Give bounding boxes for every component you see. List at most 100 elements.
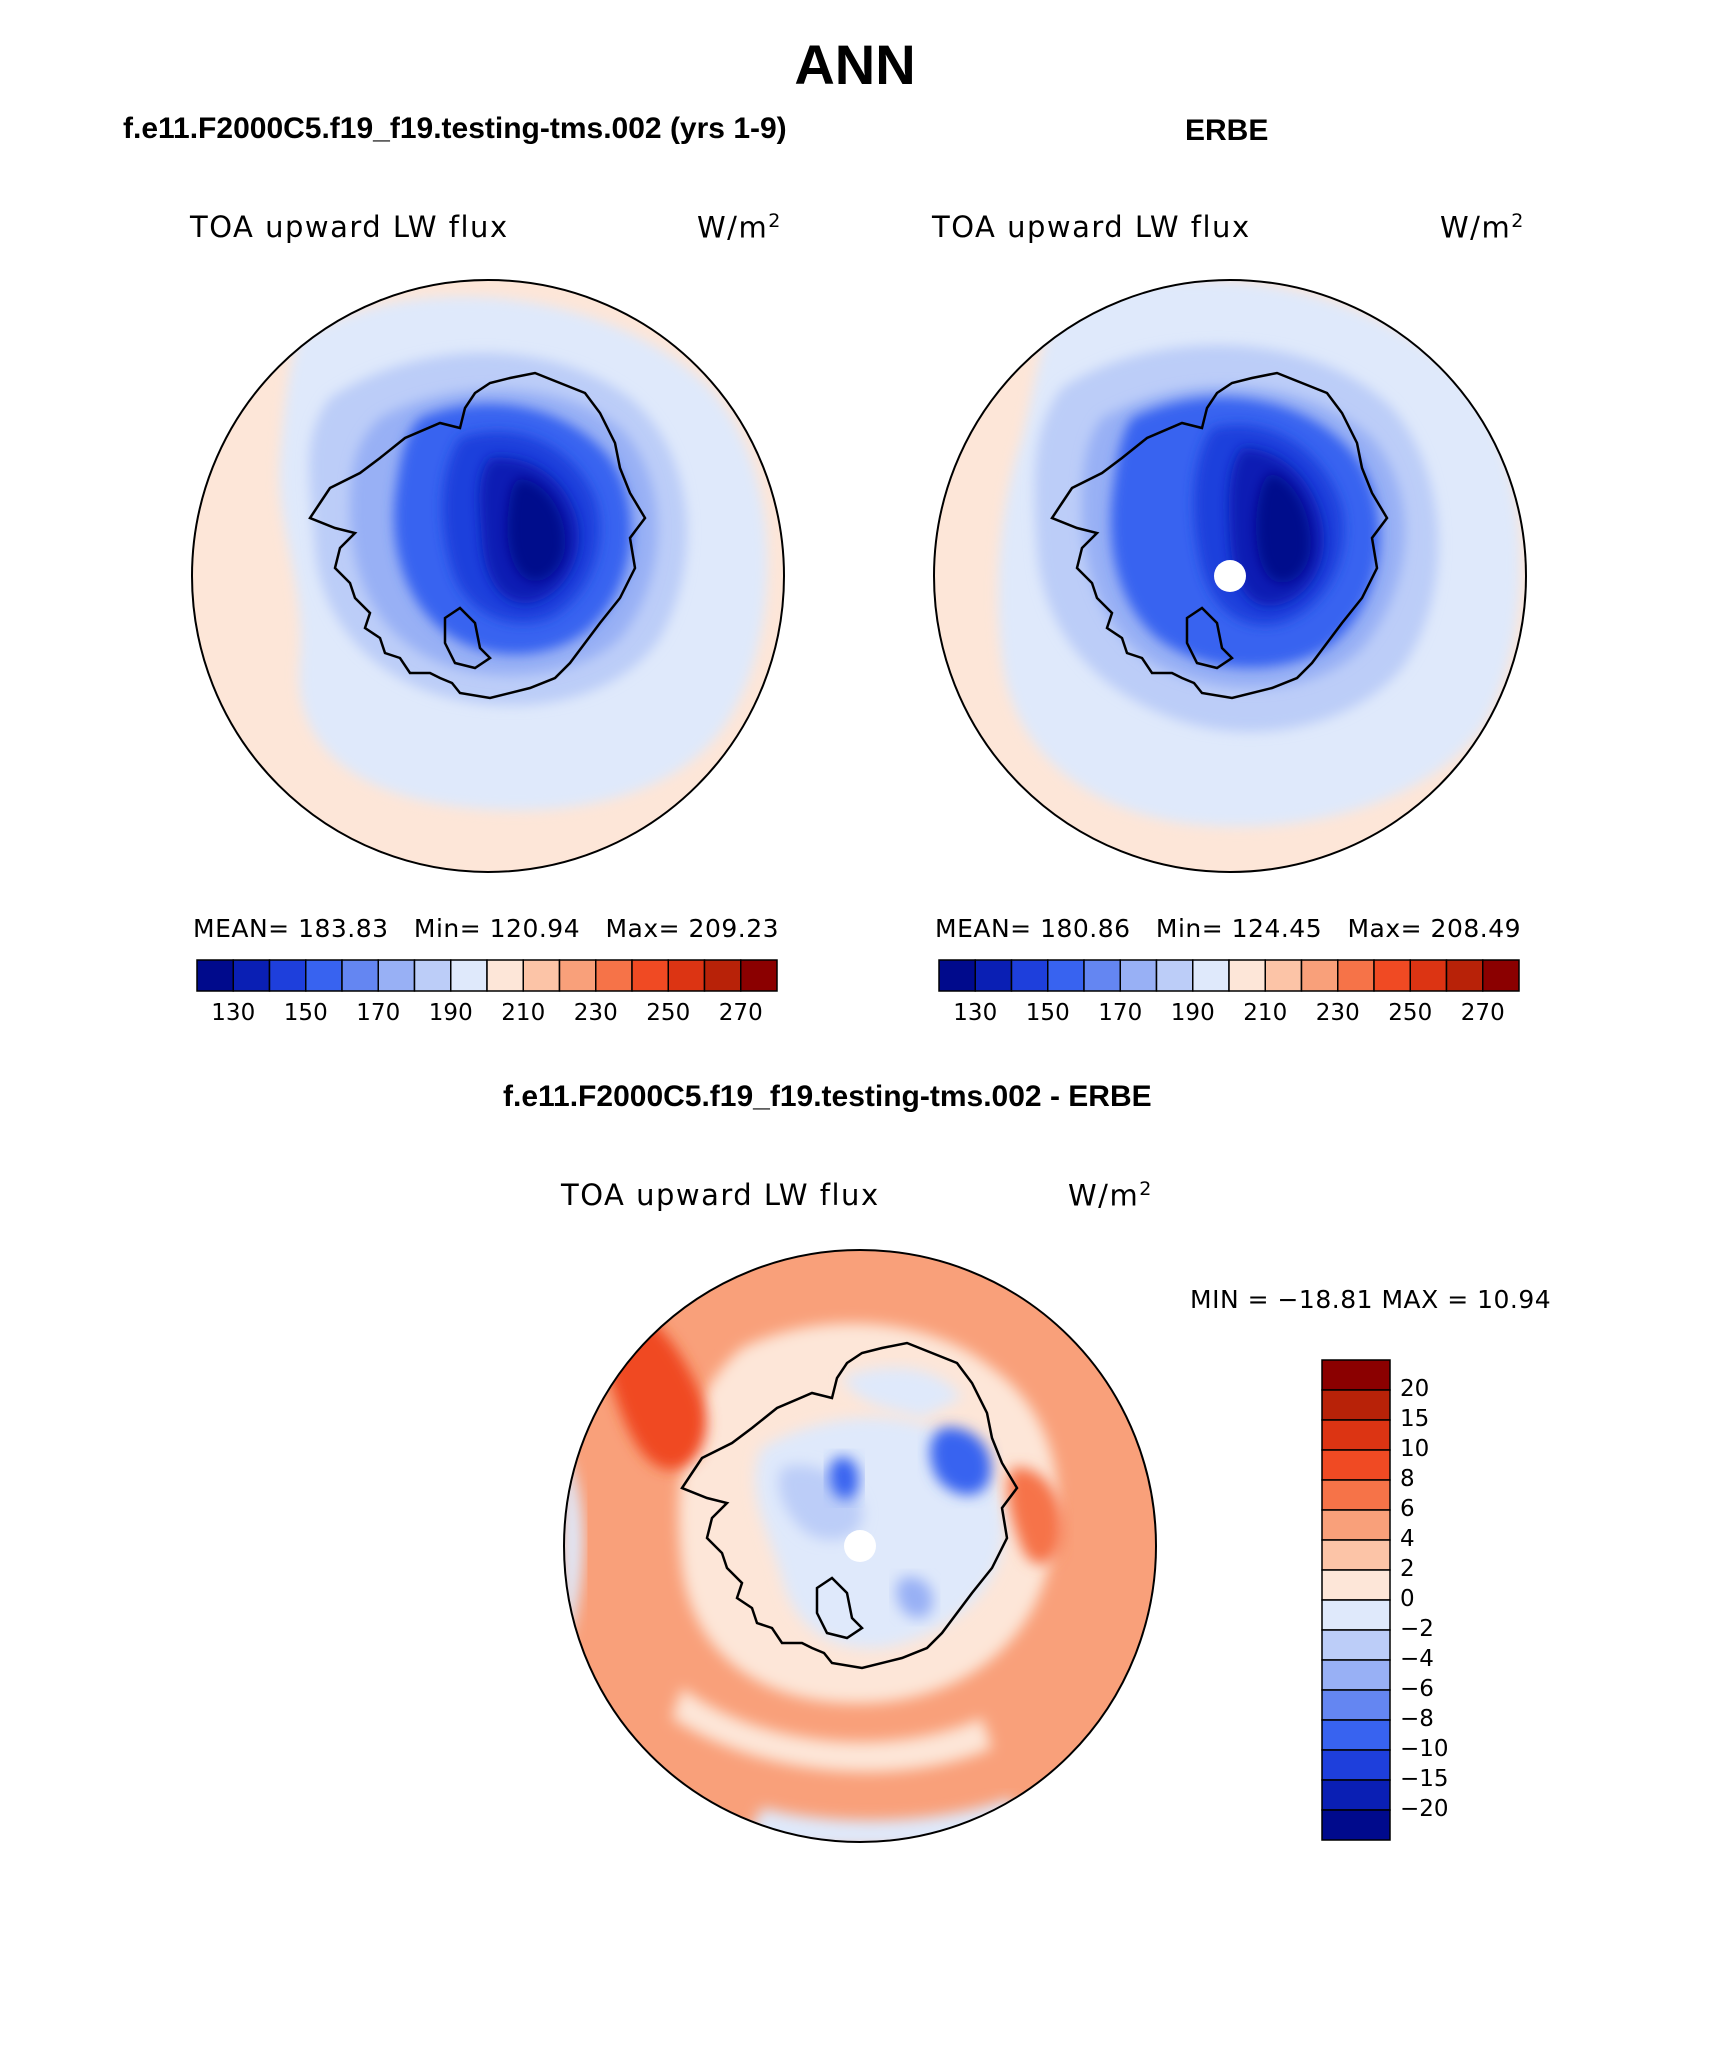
colorbar-swatch: [703, 959, 742, 992]
colorbar-swatch: [486, 959, 524, 992]
difference-variable-label: TOA upward LW flux: [561, 1178, 880, 1212]
colorbar-tick-label: 6: [1400, 1496, 1415, 1522]
model-panel-title: f.e11.F2000C5.f19_f19.testing-tms.002 (y…: [123, 112, 787, 145]
erbe-panel-title: ERBE: [1185, 114, 1269, 147]
colorbar-swatch: [1321, 1719, 1391, 1751]
colorbar-swatch: [1321, 1779, 1391, 1811]
colorbar-tick-label: 150: [1025, 1000, 1070, 1026]
model-variable-label: TOA upward LW flux: [190, 210, 509, 244]
colorbar-tick-label: 270: [718, 1000, 763, 1026]
colorbar-swatch: [1155, 959, 1194, 992]
colorbar-swatch: [1337, 959, 1375, 992]
difference-title: f.e11.F2000C5.f19_f19.testing-tms.002 - …: [503, 1080, 1152, 1113]
colorbar-tick-label: 4: [1400, 1526, 1415, 1552]
colorbar-tick-label: 190: [1170, 1000, 1215, 1026]
erbe-polar-map: [933, 279, 1527, 873]
difference-units-label: W/m2: [1068, 1178, 1153, 1213]
colorbar-swatch: [1321, 1479, 1391, 1511]
colorbar-swatch: [232, 959, 271, 992]
colorbar-tick-label: −10: [1400, 1736, 1449, 1762]
model-polar-map: [191, 279, 785, 873]
colorbar-swatch: [305, 959, 343, 992]
colorbar-swatch: [1321, 1359, 1391, 1391]
colorbar-swatch: [1321, 1629, 1391, 1661]
colorbar-swatch: [341, 959, 379, 992]
colorbar-swatch: [1321, 1539, 1391, 1571]
colorbar-swatch: [1445, 959, 1484, 992]
colorbar-swatch: [938, 959, 976, 992]
colorbar-tick-label: 0: [1400, 1586, 1415, 1612]
colorbar-tick-label: 170: [356, 1000, 401, 1026]
erbe-units-label: W/m2: [1440, 210, 1525, 245]
model-colorbar-ticks: 130 150 170 190 210 230 250 270: [197, 1000, 777, 1030]
colorbar-tick-label: −8: [1400, 1706, 1434, 1732]
difference-polar-map: [563, 1249, 1157, 1843]
colorbar-tick-label: 170: [1098, 1000, 1143, 1026]
main-title: ANN: [794, 33, 916, 96]
colorbar-tick-label: −15: [1400, 1766, 1449, 1792]
colorbar-tick-label: 210: [1243, 1000, 1288, 1026]
colorbar-swatch: [1321, 1509, 1391, 1541]
colorbar-swatch: [1482, 959, 1520, 992]
colorbar-swatch: [1321, 1599, 1391, 1631]
colorbar-swatch: [1321, 1449, 1391, 1481]
colorbar-swatch: [413, 959, 452, 992]
colorbar-tick-label: −2: [1400, 1616, 1434, 1642]
colorbar-swatch: [740, 959, 778, 992]
colorbar-swatch: [631, 959, 669, 992]
colorbar-tick-label: 10: [1400, 1436, 1430, 1462]
colorbar-tick-label: 130: [211, 1000, 256, 1026]
colorbar-tick-label: 190: [428, 1000, 473, 1026]
colorbar-swatch: [1300, 959, 1339, 992]
antarctica-coastline: [308, 371, 647, 700]
colorbar-swatch: [1119, 959, 1158, 992]
colorbar-tick-label: 210: [501, 1000, 546, 1026]
colorbar-swatch: [1010, 959, 1049, 992]
colorbar-swatch: [377, 959, 416, 992]
colorbar-swatch: [1409, 959, 1448, 992]
colorbar-tick-label: 250: [1388, 1000, 1433, 1026]
colorbar-swatch: [1373, 959, 1411, 992]
colorbar-tick-label: 130: [953, 1000, 998, 1026]
colorbar-tick-label: −4: [1400, 1646, 1434, 1672]
colorbar-tick-label: 20: [1400, 1376, 1430, 1402]
difference-colorbar-ticks: 20 15 10 8 6 4 2 0 −2 −4 −6 −8 −10 −15 −20: [1400, 1360, 1500, 1840]
difference-colorbar: [1321, 1359, 1391, 1841]
colorbar-swatch: [268, 959, 307, 992]
model-units-label: W/m2: [697, 210, 782, 245]
colorbar-swatch: [667, 959, 706, 992]
colorbar-swatch: [1321, 1749, 1391, 1781]
colorbar-swatch: [974, 959, 1013, 992]
colorbar-tick-label: 250: [646, 1000, 691, 1026]
erbe-colorbar-ticks: 130 150 170 190 210 230 250 270: [939, 1000, 1519, 1030]
colorbar-tick-label: 150: [283, 1000, 328, 1026]
map-boundary: [191, 279, 785, 873]
colorbar-swatch: [1192, 959, 1230, 992]
colorbar-swatch: [450, 959, 488, 992]
colorbar-swatch: [1321, 1389, 1391, 1421]
erbe-colorbar: [938, 959, 1520, 992]
colorbar-swatch: [1047, 959, 1085, 992]
colorbar-swatch: [1083, 959, 1121, 992]
colorbar-swatch: [522, 959, 561, 992]
difference-minmax: MIN = −18.81 MAX = 10.94: [1190, 1285, 1552, 1314]
model-colorbar: [196, 959, 778, 992]
colorbar-swatch: [1321, 1419, 1391, 1451]
colorbar-swatch: [595, 959, 633, 992]
colorbar-tick-label: 230: [1315, 1000, 1360, 1026]
colorbar-tick-label: 230: [573, 1000, 618, 1026]
colorbar-swatch: [1321, 1659, 1391, 1691]
colorbar-tick-label: 2: [1400, 1556, 1415, 1582]
colorbar-swatch: [1321, 1689, 1391, 1721]
colorbar-swatch: [1228, 959, 1266, 992]
colorbar-tick-label: −20: [1400, 1796, 1449, 1822]
colorbar-swatch: [1321, 1569, 1391, 1601]
erbe-stats: MEAN= 180.86 Min= 124.45 Max= 208.49: [935, 914, 1522, 943]
colorbar-swatch: [1264, 959, 1303, 992]
model-stats: MEAN= 183.83 Min= 120.94 Max= 209.23: [193, 914, 780, 943]
colorbar-swatch: [558, 959, 597, 992]
colorbar-tick-label: −6: [1400, 1676, 1434, 1702]
colorbar-tick-label: 15: [1400, 1406, 1430, 1432]
colorbar-swatch: [196, 959, 234, 992]
colorbar-tick-label: 270: [1460, 1000, 1505, 1026]
